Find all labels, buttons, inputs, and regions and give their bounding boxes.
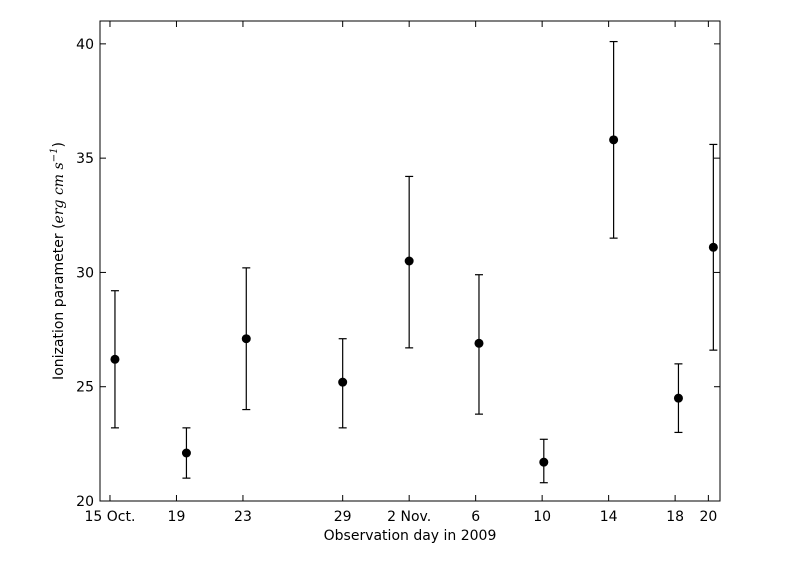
x-tick-label: 14 — [600, 509, 618, 525]
data-point — [404, 256, 414, 266]
x-tick-label: 20 — [699, 509, 717, 525]
y-tick-label: 30 — [76, 265, 94, 281]
y-tick-label: 35 — [76, 151, 94, 167]
y-tick-label: 25 — [76, 380, 94, 396]
data-point — [708, 242, 718, 252]
data-point — [338, 377, 348, 387]
ticks-layer: 20 25 30 35 40 15 Oct. 19 23 29 2 Nov. 6 10 14 18 20 — [76, 21, 720, 525]
data-point — [609, 135, 619, 145]
data-point — [539, 457, 549, 467]
y-axis-label-text: Ionization parameter — [51, 233, 67, 380]
data-point — [181, 448, 191, 458]
x-tick-label: 18 — [666, 509, 684, 525]
data-point — [673, 393, 683, 403]
x-tick-label: 10 — [533, 509, 551, 525]
x-tick-label: 6 — [471, 509, 480, 525]
y-tick-label: 40 — [76, 37, 94, 53]
x-tick-label: 23 — [234, 509, 252, 525]
error-bars-layer — [110, 40, 718, 484]
data-point — [110, 354, 120, 364]
y-tick-label: 20 — [76, 494, 94, 510]
x-tick-label: 29 — [334, 509, 352, 525]
x-tick-label: 19 — [168, 509, 186, 525]
data-point — [474, 338, 484, 348]
y-axis-label: Ionization parameter (erg cm s−1) — [49, 142, 67, 380]
x-tick-label: 2 Nov. — [387, 509, 431, 525]
plot-area-frame — [99, 20, 721, 502]
x-tick-label: 15 Oct. — [85, 509, 136, 525]
x-axis-label: Observation day in 2009 — [324, 528, 497, 544]
data-point — [241, 334, 251, 344]
data-points-layer — [110, 135, 718, 467]
